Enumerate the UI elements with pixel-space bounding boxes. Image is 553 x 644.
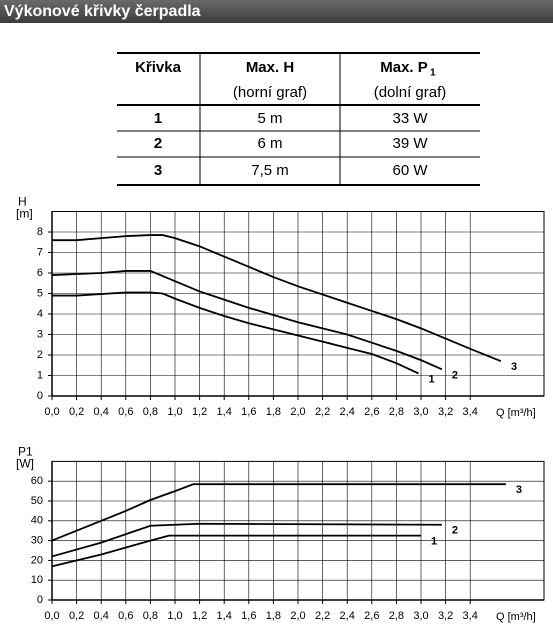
table-cell: 60 W — [392, 162, 428, 179]
x-tick-label: 2,6 — [364, 406, 379, 418]
y-tick-label: 10 — [31, 574, 43, 586]
y-tick-label: 50 — [31, 495, 43, 507]
x-tick-label: 0,0 — [44, 406, 59, 418]
curve — [52, 234, 502, 362]
x-tick-label: 0,8 — [143, 610, 158, 622]
x-tick-label: 1,0 — [167, 610, 182, 622]
x-tick-label: 2,4 — [340, 406, 355, 418]
table-header: Max. H — [246, 59, 294, 76]
table-cell: 5 m — [257, 110, 282, 127]
x-tick-label: 1,0 — [167, 406, 182, 418]
x-tick-label: 0,2 — [69, 406, 84, 418]
y-tick-label: 2 — [37, 349, 43, 361]
x-axis-label: Q [m³/h] — [496, 407, 536, 419]
table-cell: 39 W — [392, 135, 428, 152]
x-tick-label: 2,8 — [389, 406, 404, 418]
y-tick-label: 60 — [31, 475, 43, 487]
x-tick-label: 2,0 — [290, 406, 305, 418]
curve-label: 2 — [452, 525, 458, 537]
table-cell: 7,5 m — [251, 162, 289, 179]
x-tick-label: 0,2 — [69, 610, 84, 622]
header-bar — [0, 0, 553, 23]
x-tick-label: 1,4 — [217, 610, 232, 622]
y-axis-unit: [m] — [16, 207, 33, 221]
x-tick-label: 3,2 — [438, 610, 453, 622]
y-tick-label: 3 — [37, 328, 43, 340]
table-header: (horní graf) — [233, 84, 307, 101]
x-tick-label: 0,6 — [118, 406, 133, 418]
curve-label: 3 — [516, 484, 522, 496]
curve-label: 2 — [452, 369, 458, 381]
x-tick-label: 1,6 — [241, 406, 256, 418]
x-tick-label: 0,8 — [143, 406, 158, 418]
y-tick-label: 6 — [37, 267, 43, 279]
x-tick-label: 1,8 — [266, 406, 281, 418]
table-cell: 33 W — [392, 110, 428, 127]
y-tick-label: 40 — [31, 515, 43, 527]
x-tick-label: 3,2 — [438, 406, 453, 418]
x-tick-label: 0,6 — [118, 610, 133, 622]
curve — [51, 522, 442, 558]
curve-label: 1 — [429, 373, 435, 385]
x-tick-label: 1,8 — [266, 610, 281, 622]
curve — [51, 534, 421, 568]
y-axis-unit: [W] — [16, 457, 34, 471]
x-tick-label: 0,4 — [94, 610, 109, 622]
table-header: Křivka — [135, 59, 182, 76]
x-tick-label: 2,6 — [364, 610, 379, 622]
x-axis-label: Q [m³/h] — [496, 611, 536, 623]
y-tick-label: 1 — [37, 369, 43, 381]
x-tick-label: 2,2 — [315, 610, 330, 622]
curve-label: 3 — [511, 361, 517, 373]
y-tick-label: 4 — [37, 308, 43, 320]
curve — [51, 483, 506, 542]
curve — [52, 291, 419, 375]
table — [117, 52, 480, 186]
y-tick-label: 8 — [37, 226, 43, 238]
x-tick-label: 2,2 — [315, 406, 330, 418]
x-tick-label: 2,0 — [290, 610, 305, 622]
table-header: Max. P — [380, 59, 428, 76]
header-title: Výkonové křivky čerpadla — [4, 3, 201, 20]
y-axis-label: P1 — [18, 445, 33, 459]
y-tick-label: 20 — [31, 554, 43, 566]
table-header: (dolní graf) — [374, 84, 447, 101]
y-axis-label: H — [18, 195, 27, 209]
y-tick-label: 30 — [31, 535, 43, 547]
x-tick-label: 3,4 — [463, 406, 478, 418]
y-tick-label: 5 — [37, 287, 43, 299]
x-tick-label: 1,2 — [192, 610, 207, 622]
x-tick-label: 2,4 — [340, 610, 355, 622]
y-tick-label: 0 — [37, 390, 43, 402]
x-tick-label: 3,0 — [413, 610, 428, 622]
x-tick-label: 1,4 — [217, 406, 232, 418]
x-tick-label: 1,2 — [192, 406, 207, 418]
x-tick-label: 3,0 — [413, 406, 428, 418]
table-cell: 1 — [154, 110, 162, 127]
table-cell: 3 — [154, 162, 162, 179]
table-cell: 6 m — [257, 135, 282, 152]
x-tick-label: 3,4 — [463, 610, 478, 622]
y-tick-label: 0 — [37, 594, 43, 606]
x-tick-label: 0,0 — [44, 610, 59, 622]
table-cell: 2 — [154, 135, 162, 152]
y-tick-label: 7 — [37, 246, 43, 258]
x-tick-label: 1,6 — [241, 610, 256, 622]
curve — [51, 270, 443, 371]
x-tick-label: 0,4 — [94, 406, 109, 418]
table-header-sub: 1 — [430, 68, 436, 79]
x-tick-label: 2,8 — [389, 610, 404, 622]
curve-label: 1 — [431, 536, 437, 548]
